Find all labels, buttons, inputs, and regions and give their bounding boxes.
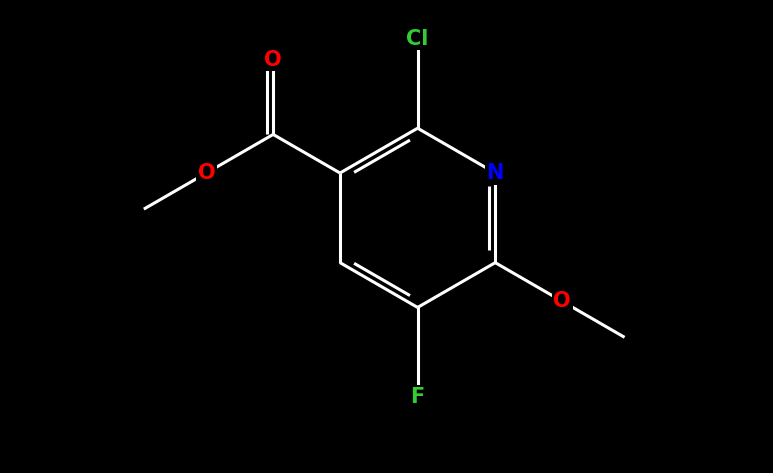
Text: F: F <box>410 387 424 407</box>
Text: O: O <box>264 50 282 70</box>
Text: O: O <box>553 291 571 311</box>
Text: N: N <box>486 163 504 183</box>
Text: Cl: Cl <box>407 28 429 49</box>
Text: O: O <box>198 163 215 183</box>
